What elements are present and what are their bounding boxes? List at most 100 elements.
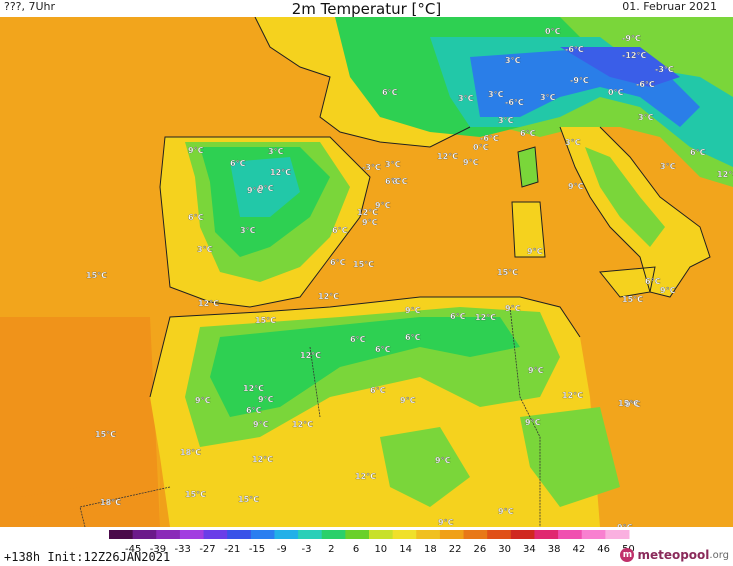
temperature-label: 3°C [565,138,581,147]
temperature-label: 15°C [353,260,374,269]
temperature-label: 12°C [252,455,273,464]
temperature-label: -9°C [570,76,589,85]
corsica-land [518,147,538,187]
temperature-label: 9°C [195,396,211,405]
legend-swatch [156,530,181,539]
temperature-label: 9°C [362,218,378,227]
temperature-label: 6°C [520,129,536,138]
temperature-label: 6°C [690,148,706,157]
temperature-label: 12°C [198,299,219,308]
legend-swatch [274,530,299,539]
canary-islands [20,487,90,517]
temperature-label: -6°C [480,134,499,143]
temperature-label: 9°C [247,186,263,195]
legend-swatch [510,530,535,539]
temperature-label: 12°C [562,391,583,400]
temperature-label: 12°C [300,351,321,360]
color-scale-legend: -45 -39 -33 -27 -21 -15 -9 -3 2 6 10 14 18 22 26 30 34 38… [105,530,635,558]
temperature-label: 9°C [525,418,541,427]
legend-swatch [581,530,606,539]
legend-tick-label: 6 [353,544,359,554]
legend-swatch [558,530,583,539]
temperature-label: 15°C [185,490,206,499]
italy-apennines [585,147,665,247]
legend-tick-label: 26 [473,544,486,554]
temperature-label: 18°C [100,498,121,507]
temperature-label: 9°C [568,182,584,191]
legend-tick-label: -21 [224,544,240,554]
legend-swatch [321,530,346,539]
temperature-label: -3°C [655,65,674,74]
temperature-label: 0°C [608,88,624,97]
temperature-label: -6°C [505,98,524,107]
legend-tick-label: 14 [399,544,412,554]
temperature-label: 15°C [95,430,116,439]
legend-swatch [298,530,323,539]
temperature-label: -6°C [636,80,655,89]
temperature-map: 0°C-9°C3°C-6°C-12°C-3°C-9°C -6°C6°C3°C 3°C… [0,17,733,527]
temperature-label: 9°C [188,146,204,155]
temperature-label: 3°C [488,90,504,99]
temperature-label: 9°C [660,286,676,295]
legend-tick-label: 18 [424,544,437,554]
legend-swatch [250,530,275,539]
temperature-label: -12°C [622,51,646,60]
temperature-label: 12°C [292,420,313,429]
temperature-label: 9°C [438,518,454,527]
legend-tick-label: -27 [199,544,215,554]
temperature-label: 9°C [625,400,641,409]
temperature-label: 15°C [255,316,276,325]
temperature-label: 3°C [240,226,256,235]
temperature-label: 12°C [475,313,496,322]
temperature-label: 3°C [385,160,401,169]
temperature-label: 9°C [405,306,421,315]
legend-tick-label: 42 [573,544,586,554]
temperature-label: -9°C [622,34,641,43]
temperature-label: 0°C [473,143,489,152]
temperature-label: 12°C [717,170,733,179]
coastlines [149,17,711,398]
temperature-label: 12°C [243,384,264,393]
legend-bar: -45 -39 -33 -27 -21 -15 -9 -3 2 6 10 14 18 22 26 30 34 38… [109,530,635,555]
legend-tick-label: 30 [498,544,511,554]
temperature-label: 9°C [463,158,479,167]
temperature-label: 6°C [405,333,421,342]
alps-deep-zone [560,47,680,87]
temperature-label: 6°C [188,213,204,222]
temperature-label: 15°C [497,268,518,277]
legend-tick-label: -45 [125,544,141,554]
temperature-label: 9°C [375,201,391,210]
atlas-cold-zone [210,317,520,417]
temperature-label: 6°C [645,277,661,286]
temperature-label: 12°C [357,208,378,217]
legend-swatch [416,530,441,539]
temperature-label: 9°C [505,304,521,313]
tunisia-green-zone [520,407,620,507]
legend-tick-label: -39 [150,544,166,554]
temperature-label: 0°C [545,27,561,36]
temperature-label: 6°C [382,88,398,97]
legend-swatch [487,530,512,539]
sardinia-land [512,202,545,257]
temperature-label: 9°C [400,396,416,405]
temperature-label: 3°C [638,113,654,122]
legend-swatch [109,530,134,539]
temperature-label: 12°C [355,472,376,481]
meteopool-logo: m meteopool .org [620,548,729,562]
temperature-label: -3°C [362,163,381,172]
temperature-label: 15°C [86,271,107,280]
temperature-label: 3°C [505,56,521,65]
temperature-labels: 0°C-9°C3°C-6°C-12°C-3°C-9°C -6°C6°C3°C 3°C… [86,27,733,527]
logo-tld: .org [709,549,729,561]
legend-swatch [605,530,630,539]
temperature-label: 18°C [180,448,201,457]
legend-tick-label: 2 [328,544,334,554]
temperature-label: 3°C [498,116,514,125]
temperature-label: 9°C [253,420,269,429]
temperature-label: 6°C [375,345,391,354]
temperature-label: 15°C [618,399,639,408]
temperature-label: 9°C [528,366,544,375]
legend-swatch [463,530,488,539]
model-run-info: +138h Init:12Z26JAN2021 [4,550,171,564]
legend-tick-label: -15 [249,544,265,554]
